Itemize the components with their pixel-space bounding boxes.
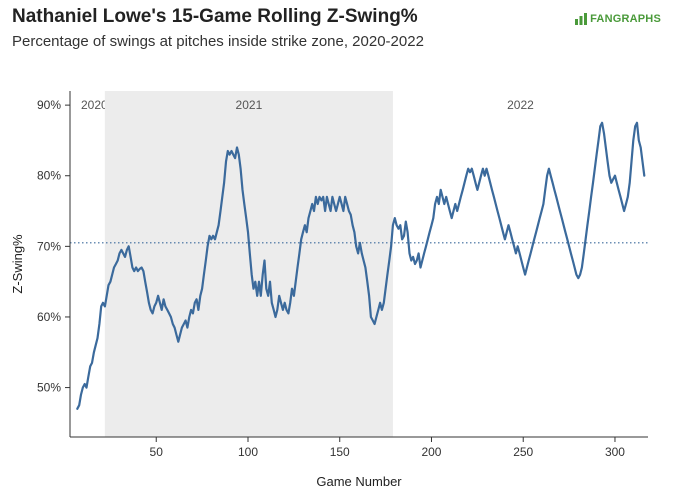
x-tick-label: 150 <box>330 445 350 459</box>
y-tick-label: 70% <box>37 239 61 253</box>
x-axis-title: Game Number <box>316 474 402 489</box>
season-label-2022: 2022 <box>507 98 534 112</box>
y-tick-label: 80% <box>37 169 61 183</box>
z-swing-series-line <box>76 121 646 410</box>
y-axis-title: Z-Swing% <box>10 234 25 294</box>
season-shade-2021 <box>104 91 393 437</box>
x-tick-label: 300 <box>605 445 625 459</box>
fangraphs-logo: FANGRAPHS <box>575 13 661 25</box>
x-tick-label: 50 <box>150 445 164 459</box>
x-tick-label: 200 <box>421 445 441 459</box>
fangraphs-bars-icon <box>575 13 588 25</box>
x-tick-label: 250 <box>513 445 533 459</box>
fangraphs-wordmark: FANGRAPHS <box>590 13 661 25</box>
chart-title: Nathaniel Lowe's 15-Game Rolling Z-Swing… <box>12 6 418 27</box>
chart-subtitle: Percentage of swings at pitches inside s… <box>12 33 424 50</box>
y-tick-label: 90% <box>37 98 61 112</box>
x-tick-label: 100 <box>238 445 258 459</box>
y-tick-label: 50% <box>37 381 61 395</box>
season-label-2021: 2021 <box>236 98 263 112</box>
y-tick-label: 60% <box>37 310 61 324</box>
season-label-2020: 2020 <box>81 98 108 112</box>
